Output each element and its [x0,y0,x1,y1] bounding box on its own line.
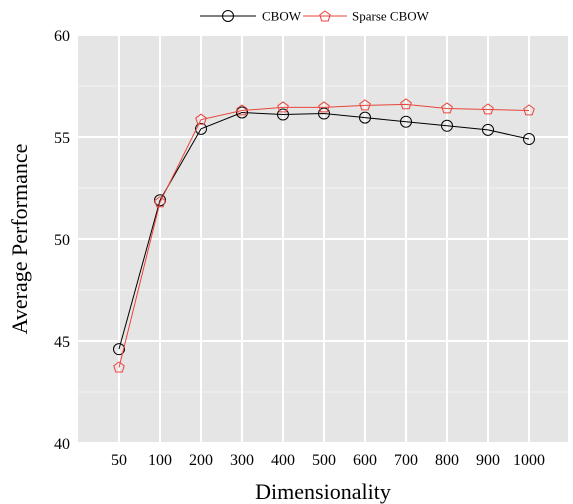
series-line-cbow [118,112,530,350]
x-tick-label: 200 [189,452,213,469]
y-tick-label: 40 [54,436,70,453]
legend-label-cbow: CBOW [262,9,302,24]
x-tick-label: 800 [435,452,459,469]
x-tick-label: 100 [148,452,172,469]
data-point-sparse-cbow [154,196,166,208]
data-point-sparse-cbow [113,361,125,373]
y-tick-label: 55 [54,130,70,147]
legend-circle-icon [222,10,234,22]
data-point-sparse-cbow [318,101,330,113]
series-layer [113,98,535,373]
x-tick-label: 50 [111,452,127,469]
x-tick-label: 700 [394,452,418,469]
legend-label-sparse-cbow: Sparse CBOW [352,9,430,24]
x-tick-label: 400 [271,452,295,469]
data-point-sparse-cbow [523,104,535,116]
data-point-cbow [277,108,289,121]
data-point-sparse-cbow [482,103,494,115]
x-axis-title: Dimensionality [255,479,391,504]
legend: CBOW Sparse CBOW [200,9,430,24]
x-tick-label: 900 [476,452,500,469]
x-axis-tick-labels: 50 100 200 300 400 500 600 700 800 900 1000 [111,452,545,469]
legend-item-sparse-cbow: Sparse CBOW [303,9,430,24]
y-axis-title: Average Performance [7,144,32,335]
y-tick-label: 45 [54,334,70,351]
y-axis-tick-labels: 40 45 50 55 60 [54,28,70,453]
grid-lines [78,34,568,444]
x-tick-label: 500 [312,452,336,469]
x-tick-label: 600 [353,452,377,469]
x-tick-label: 1000 [513,452,545,469]
data-point-cbow [359,111,371,124]
data-point-cbow [441,119,453,132]
data-point-sparse-cbow [236,104,248,116]
data-point-cbow [236,106,248,119]
series-sparse-cbow [113,98,535,373]
data-point-cbow [318,107,330,120]
data-point-sparse-cbow [400,98,412,110]
data-point-sparse-cbow [277,101,289,113]
series-line-sparse-cbow [118,103,530,368]
y-tick-label: 60 [54,28,70,45]
data-point-sparse-cbow [359,99,371,111]
data-point-sparse-cbow [195,113,207,125]
data-point-sparse-cbow [441,102,453,114]
series-cbow [113,106,535,356]
data-point-cbow [400,115,412,128]
y-tick-label: 50 [54,232,70,249]
data-point-cbow [482,123,494,136]
x-tick-label: 300 [230,452,254,469]
data-point-cbow [113,343,125,356]
data-point-cbow [523,133,535,146]
legend-pentagon-icon [319,10,331,22]
data-point-cbow [195,122,207,135]
legend-item-cbow: CBOW [200,9,302,24]
